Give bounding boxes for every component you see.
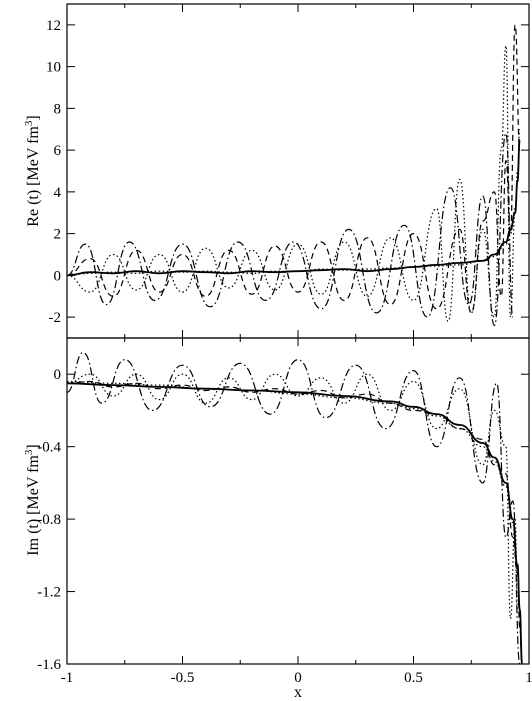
top-y-tick-label: 12 (46, 18, 61, 34)
top-y-axis-label: Re (t) [MeV fm3] (23, 115, 42, 226)
top-y-tick-label: 4 (54, 185, 62, 201)
top-y-tick-label: 0 (54, 268, 62, 284)
bottom-y-tick-label: -1.6 (37, 657, 61, 673)
bottom-y-tick-label: -0.8 (37, 512, 61, 528)
bottom-y-tick-label: 0 (54, 367, 62, 383)
x-tick-label: 0 (294, 670, 302, 686)
bottom-series-line-1-solid (67, 382, 523, 664)
top-series-line-3-dashed (67, 24, 521, 314)
top-series-line-5-dashdot (67, 132, 514, 327)
top-y-tick-label: 8 (54, 101, 62, 117)
bottom-series-line-4-dotted (67, 373, 519, 620)
x-axis-label: x (294, 684, 302, 701)
x-tick-label: 1 (525, 670, 532, 686)
top-y-tick-label: 10 (46, 60, 61, 76)
top-series-line-1-solid (67, 138, 521, 277)
top-panel: -2 0 2 4 6 8 10 12 Re (t) [MeV fm3] (23, 3, 530, 339)
bottom-y-ticks: 0 -0.4 -0.8 -1.2 -1.6 (37, 367, 529, 673)
top-y-ticks: -2 0 2 4 6 8 10 12 (46, 18, 529, 326)
top-series-line-2-dotted (67, 128, 521, 276)
bottom-y-axis-label: Im (t) [MeV fm3] (23, 444, 42, 555)
bottom-series-line-3-dashed (67, 380, 523, 664)
top-series-group (67, 24, 521, 327)
bottom-series-group (67, 351, 523, 664)
bottom-y-tick-label: -0.4 (37, 440, 61, 456)
x-tick-label: -1 (61, 670, 74, 686)
top-y-tick-label: -2 (49, 310, 62, 326)
top-series-line-4-dotted (67, 45, 516, 322)
top-plot-frame (66, 3, 530, 339)
bottom-y-tick-label: -1.2 (37, 585, 61, 601)
bottom-panel: 0 -0.4 -0.8 -1.2 -1.6 -1 -0.5 0 0.5 1 Im (t) [Me… (23, 337, 532, 701)
x-tick-label: -0.5 (171, 670, 195, 686)
top-y-tick-label: 6 (54, 143, 62, 159)
x-tick-label: 0.5 (404, 670, 423, 686)
bottom-series-line-5-dashdot (67, 351, 521, 664)
top-y-tick-label: 2 (54, 227, 62, 243)
bottom-x-ticks: -1 -0.5 0 0.5 1 (61, 338, 532, 686)
top-x-ticks (66, 4, 530, 338)
